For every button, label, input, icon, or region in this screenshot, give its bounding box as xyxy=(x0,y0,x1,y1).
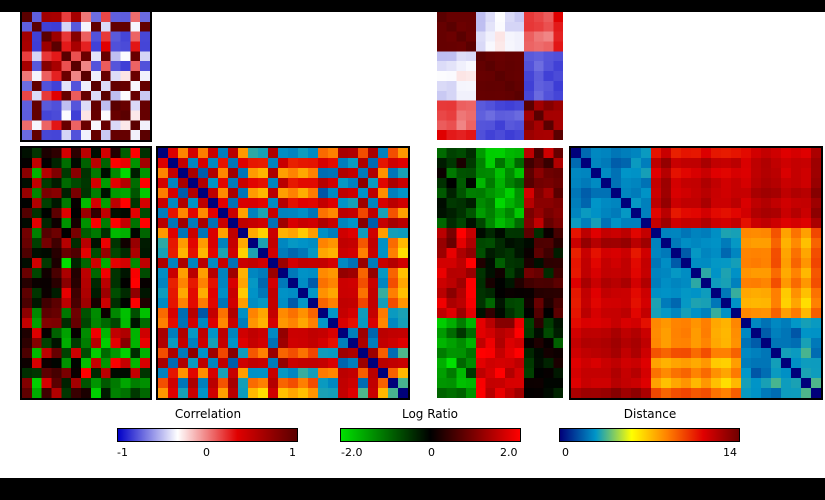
distance-max-label: 14 xyxy=(723,446,737,459)
distance-colorbar xyxy=(559,428,740,442)
correlation-mid-label: 0 xyxy=(203,446,210,459)
correlation-max-label: 1 xyxy=(289,446,296,459)
distance-legend-title: Distance xyxy=(623,407,677,421)
log-ratio-mid-label: 0 xyxy=(428,446,435,459)
right-expression-heatmap xyxy=(437,148,563,398)
distance-min-label: 0 xyxy=(562,446,569,459)
log-ratio-max-label: 2.0 xyxy=(500,446,518,459)
log-ratio-legend-title: Log Ratio xyxy=(401,407,459,421)
log-ratio-colorbar xyxy=(340,428,521,442)
left-sample-correlation-heatmap xyxy=(22,12,150,140)
correlation-min-label: -1 xyxy=(117,446,128,459)
left-expression-heatmap xyxy=(22,148,150,398)
right-sample-correlation-heatmap xyxy=(437,12,563,140)
bottom-caption-bar xyxy=(0,478,825,500)
correlation-colorbar xyxy=(117,428,298,442)
correlation-legend-title: Correlation xyxy=(174,407,242,421)
right-distance-heatmap xyxy=(571,148,821,398)
log-ratio-min-label: -2.0 xyxy=(341,446,363,459)
figure-caption xyxy=(2,481,822,495)
left-distance-heatmap xyxy=(158,148,408,398)
top-border-bar xyxy=(0,0,825,12)
